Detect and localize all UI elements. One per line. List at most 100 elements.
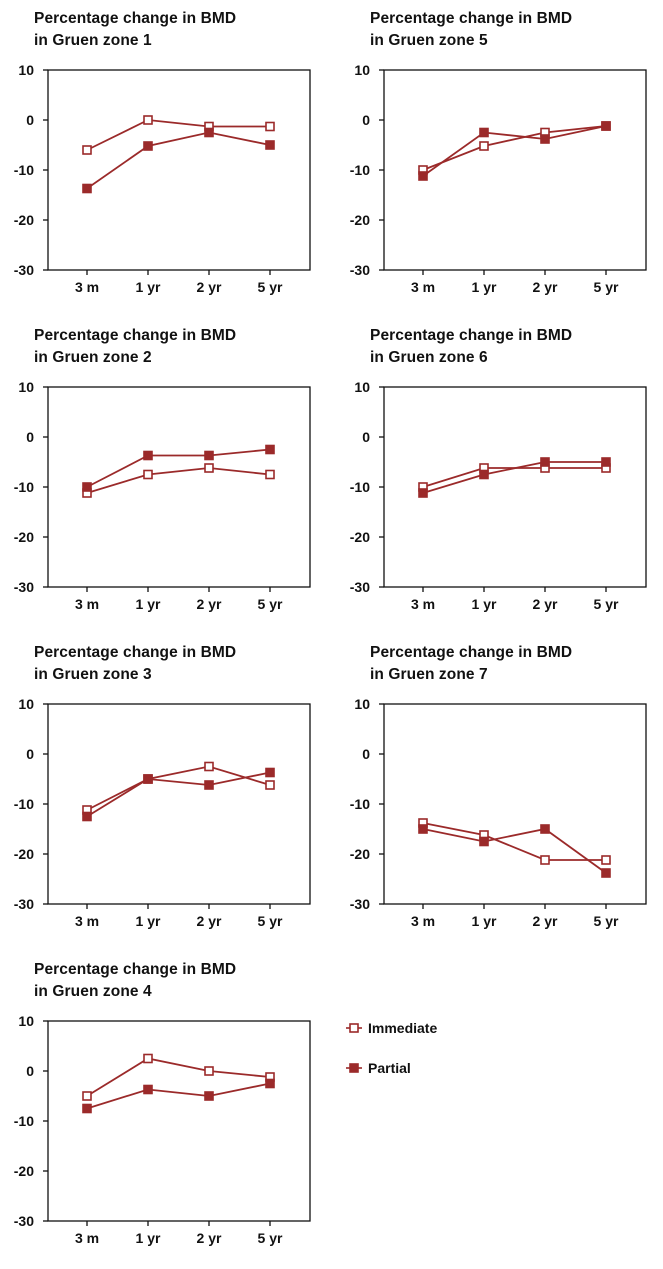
x-tick-label: 1 yr <box>136 279 161 295</box>
data-point-immediate <box>479 141 489 151</box>
x-tick-label: 1 yr <box>472 913 497 929</box>
data-point-partial <box>82 183 92 194</box>
chart-title: Percentage change in BMD in Gruen zone 4 <box>34 961 237 1000</box>
y-tick-label: 10 <box>18 696 34 712</box>
data-point-partial <box>143 141 153 151</box>
series-line-partial <box>86 771 271 818</box>
x-tick-label: 5 yr <box>258 596 283 612</box>
x-tick-label: 3 m <box>75 913 99 929</box>
x-tick-label: 1 yr <box>472 596 497 612</box>
series-line-immediate <box>422 822 606 861</box>
chart-panel: Percentage change in BMD in Gruen zone 5… <box>350 8 663 318</box>
chart-title: Percentage change in BMD in Gruen zone 5 <box>370 10 573 49</box>
data-point-partial <box>601 868 611 878</box>
y-tick-label: 0 <box>26 746 34 762</box>
series-line-immediate <box>86 765 271 811</box>
y-tick-label: 10 <box>18 379 34 395</box>
legend-label: Partial <box>368 1060 411 1076</box>
series-line-partial <box>86 448 271 488</box>
chart-panel: Percentage change in BMD in Gruen zone 4… <box>14 959 334 1269</box>
chart-title: Percentage change in BMD in Gruen zone 6 <box>370 327 573 366</box>
y-tick-label: -10 <box>350 162 370 178</box>
data-point-partial <box>418 824 428 834</box>
data-point-partial <box>265 444 275 455</box>
data-point-partial <box>540 824 550 834</box>
data-point-partial <box>265 767 275 778</box>
data-point-immediate <box>204 463 214 473</box>
data-point-partial <box>479 469 489 480</box>
y-tick-label: 10 <box>354 62 370 78</box>
plot-frame <box>47 69 311 271</box>
series-line-immediate <box>422 125 607 171</box>
y-tick-label: -30 <box>14 1213 34 1229</box>
x-tick-label: 2 yr <box>197 596 222 612</box>
data-point-immediate <box>82 1091 92 1101</box>
series-line-immediate <box>86 1057 271 1097</box>
x-tick-label: 2 yr <box>533 279 558 295</box>
y-tick-label: -10 <box>14 1113 34 1129</box>
chart-plot: 10 0 -10 -20 -30 3 m 1 yr 2 yr 5 yr <box>350 379 647 612</box>
legend: Immediate Partial <box>346 1017 546 1117</box>
chart-panel: Percentage change in BMD in Gruen zone 7… <box>350 642 663 952</box>
x-tick-label: 3 m <box>75 1230 99 1246</box>
y-tick-label: -30 <box>350 262 370 278</box>
chart-title: Percentage change in BMD in Gruen zone 3 <box>34 644 237 683</box>
chart-panel: Percentage change in BMD in Gruen zone 1… <box>14 8 334 318</box>
x-tick-label: 3 m <box>411 913 435 929</box>
data-point-partial <box>540 134 550 144</box>
x-tick-label: 5 yr <box>594 279 619 295</box>
series-line-immediate <box>86 467 271 494</box>
x-tick-label: 5 yr <box>258 1230 283 1246</box>
data-point-immediate <box>265 469 275 480</box>
chart-plot: 10 0 -10 -20 -30 3 m 1 yr 2 yr 5 yr <box>14 696 311 929</box>
y-tick-label: 0 <box>362 112 370 128</box>
y-tick-label: -20 <box>350 212 370 228</box>
y-tick-label: 0 <box>362 429 370 445</box>
chart-panel: Percentage change in BMD in Gruen zone 2… <box>14 325 334 635</box>
data-point-partial <box>82 482 92 492</box>
data-point-immediate <box>143 1053 153 1064</box>
data-point-partial <box>479 127 489 138</box>
data-point-partial <box>143 450 153 461</box>
x-tick-label: 1 yr <box>136 596 161 612</box>
open-square-marker-icon <box>346 1023 362 1033</box>
data-point-immediate <box>143 469 153 480</box>
data-point-partial <box>143 1084 153 1095</box>
data-point-partial <box>204 450 214 461</box>
y-tick-label: -30 <box>350 579 370 595</box>
x-tick-label: 2 yr <box>533 596 558 612</box>
y-tick-label: -20 <box>350 846 370 862</box>
y-tick-label: -10 <box>14 162 34 178</box>
x-tick-label: 1 yr <box>472 279 497 295</box>
y-tick-label: -30 <box>14 896 34 912</box>
data-point-partial <box>601 121 611 131</box>
y-tick-label: -20 <box>350 529 370 545</box>
x-tick-label: 1 yr <box>136 1230 161 1246</box>
chart-title: Percentage change in BMD in Gruen zone 2 <box>34 327 237 366</box>
y-tick-label: -30 <box>14 579 34 595</box>
y-tick-label: -20 <box>14 212 34 228</box>
series-line-partial <box>422 125 607 177</box>
data-point-immediate <box>540 855 550 865</box>
series-line-partial <box>86 131 271 190</box>
y-tick-label: 0 <box>26 429 34 445</box>
x-tick-label: 5 yr <box>258 279 283 295</box>
y-tick-label: 0 <box>26 112 34 128</box>
series-line-partial <box>86 1082 271 1110</box>
data-point-partial <box>418 171 428 181</box>
y-tick-label: 10 <box>354 379 370 395</box>
y-tick-label: 10 <box>18 62 34 78</box>
series-line-immediate <box>86 119 270 151</box>
chart-plot: 10 0 -10 -20 -30 3 m 1 yr 2 yr 5 yr <box>14 1013 311 1246</box>
filled-square-marker-icon <box>346 1063 362 1073</box>
y-tick-label: -10 <box>14 796 34 812</box>
data-point-partial <box>204 1091 214 1101</box>
chart-title: Percentage change in BMD in Gruen zone 1 <box>34 10 237 49</box>
chart-panel: Percentage change in BMD in Gruen zone 3… <box>14 642 334 952</box>
x-tick-label: 2 yr <box>197 279 222 295</box>
chart-plot: 10 0 -10 -20 -30 3 m 1 yr 2 yr 5 yr <box>350 62 647 295</box>
y-tick-label: 0 <box>26 1063 34 1079</box>
legend-label: Immediate <box>368 1020 438 1036</box>
data-point-partial <box>265 140 275 150</box>
data-point-partial <box>601 457 611 467</box>
